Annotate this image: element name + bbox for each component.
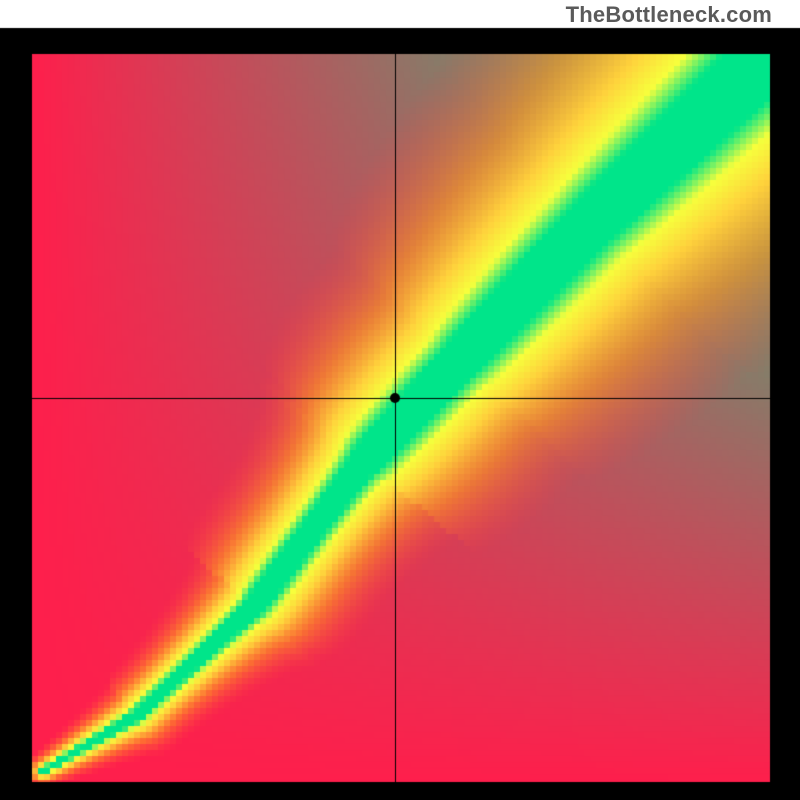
bottleneck-heatmap [0, 0, 800, 800]
chart-container: TheBottleneck.com [0, 0, 800, 800]
watermark-text: TheBottleneck.com [566, 2, 772, 28]
